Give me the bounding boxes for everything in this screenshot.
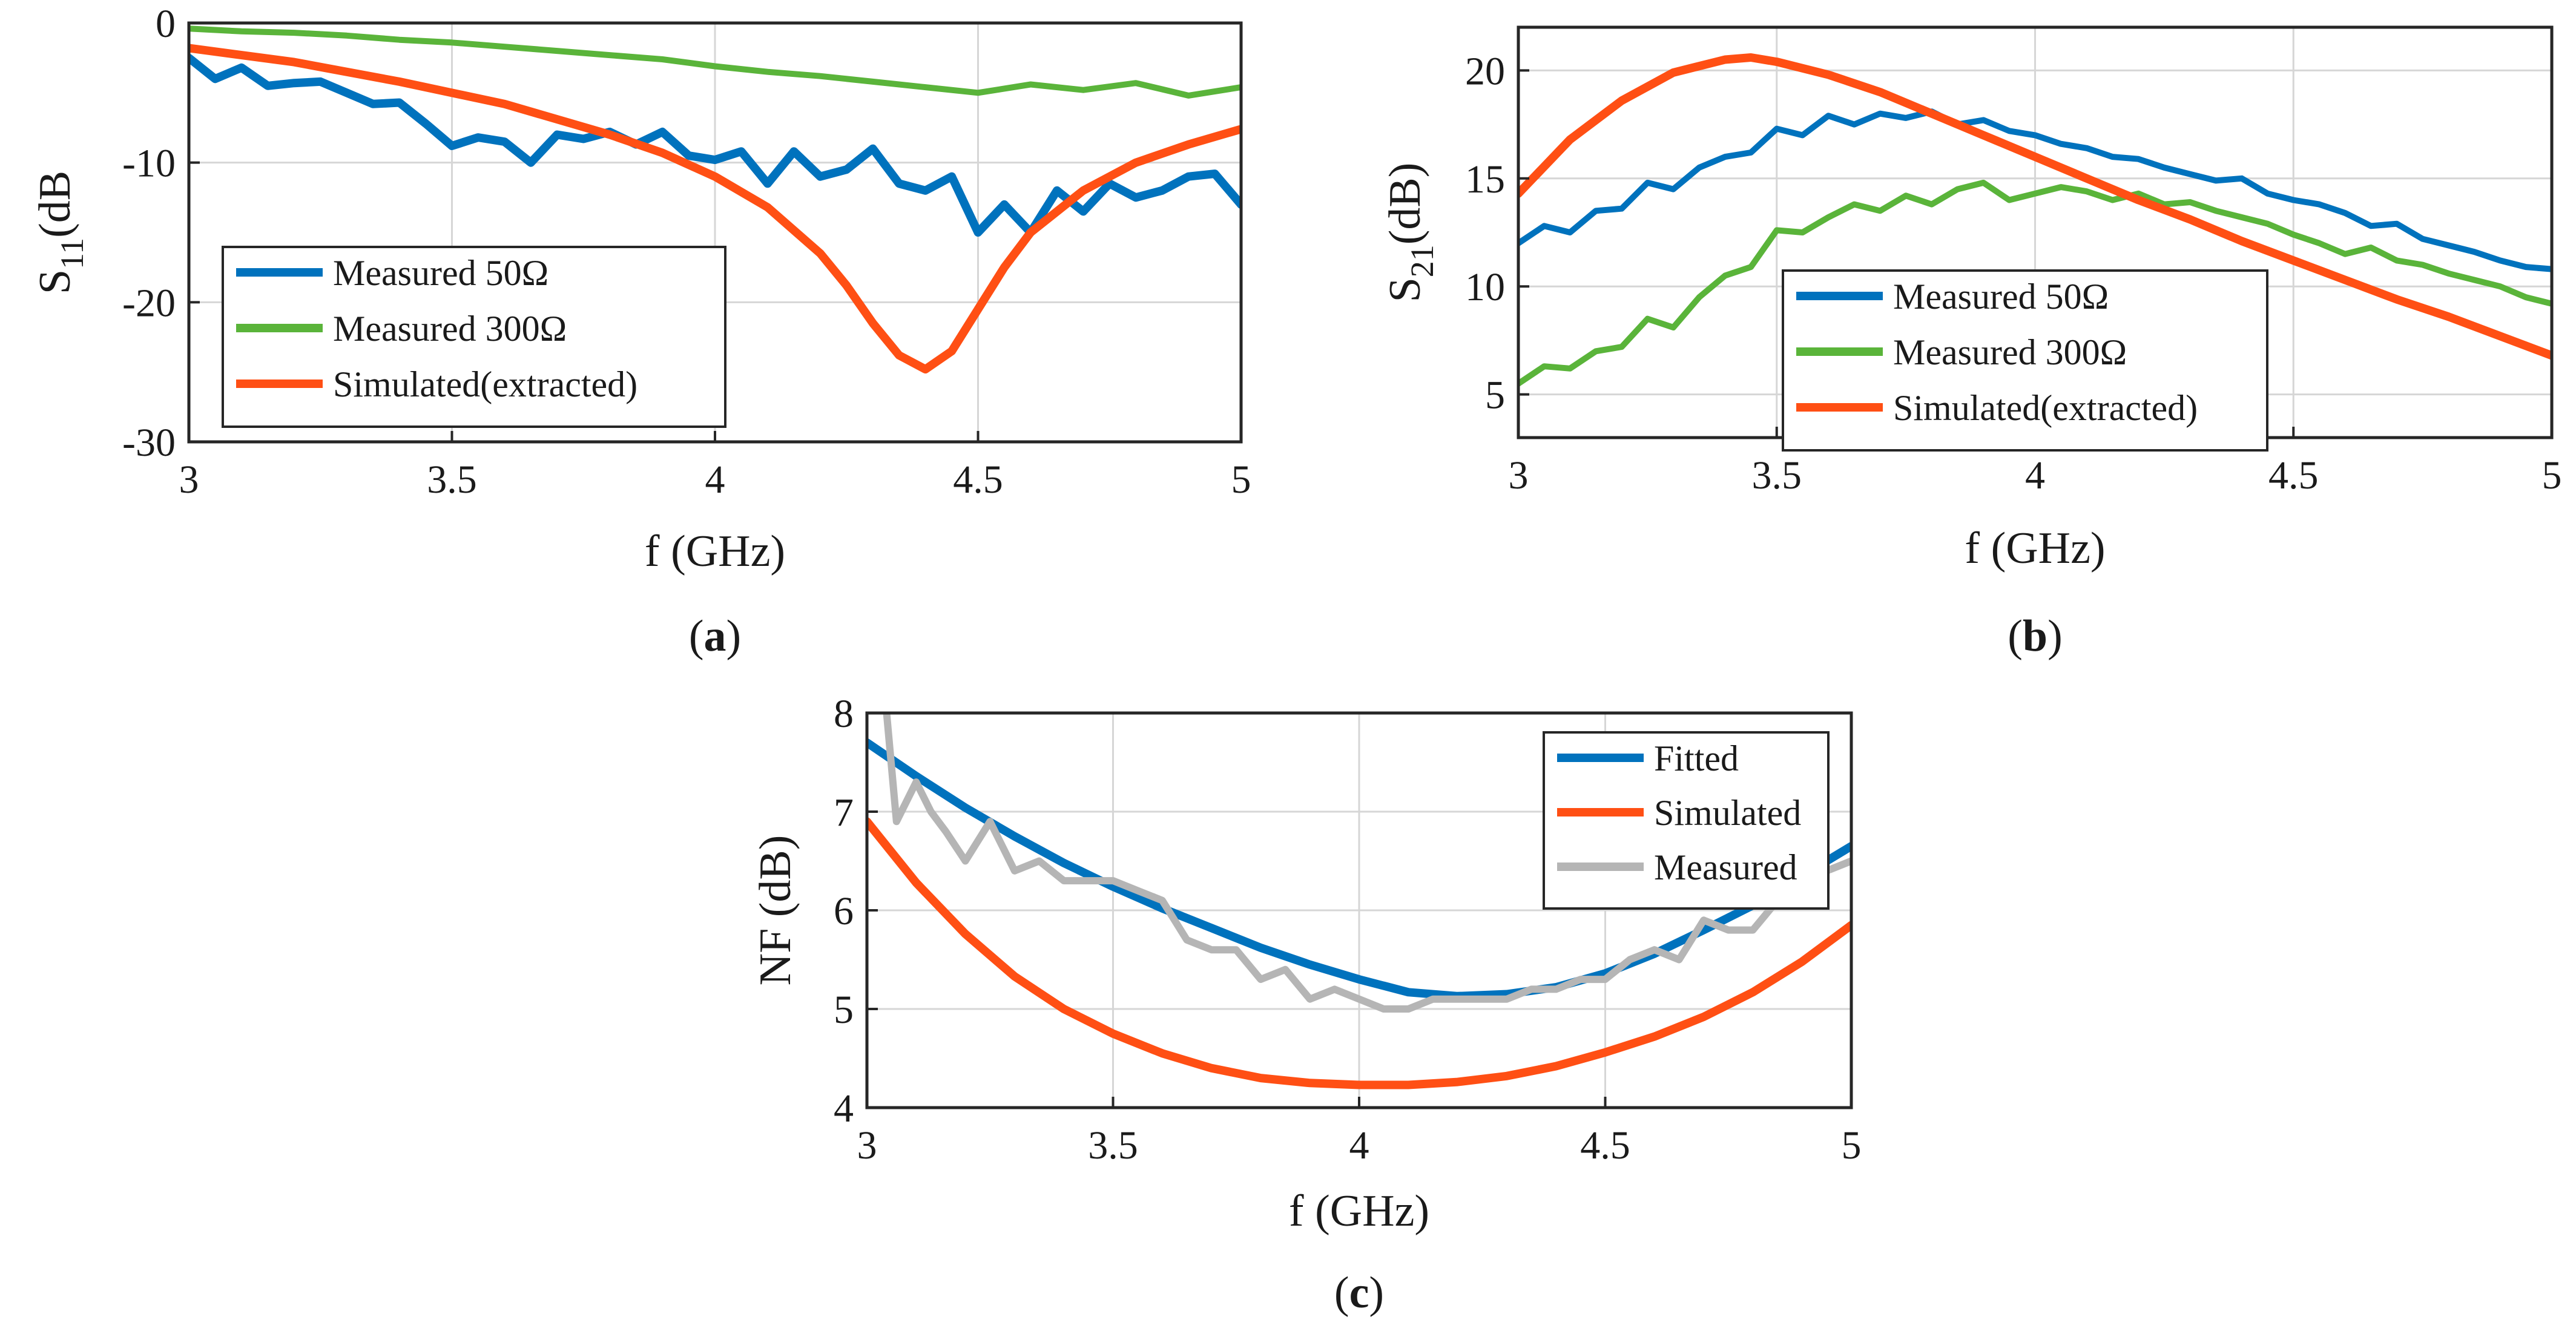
x-tick-label: 3.5 — [1088, 1123, 1138, 1168]
chart-panel-b: 3 3.5 4 4.5 5 5 10 15 20 f (GHz) S21(dB) (b) Measure… — [1380, 25, 2562, 661]
legend-label: Simulated(extracted) — [333, 364, 637, 404]
legend: Measured 50Ω Measured 300Ω Simulated(extra… — [222, 246, 726, 428]
x-tick-label: 4.5 — [953, 458, 1003, 502]
x-axis-label: f (GHz) — [645, 527, 785, 576]
y-tick-label: -20 — [122, 281, 176, 325]
y-tick-label: 6 — [834, 889, 854, 933]
legend-box — [1782, 269, 2268, 452]
legend-label: Measured — [1654, 847, 1797, 887]
y-tick-label: 4 — [834, 1086, 854, 1131]
legend-label: Fitted — [1654, 738, 1739, 778]
x-tick-label: 3 — [179, 458, 199, 502]
y-axis-label: S11(dB — [30, 171, 90, 294]
y-tick-label: 5 — [1485, 373, 1505, 418]
y-tick-label: 7 — [834, 790, 854, 835]
series-line-0 — [867, 738, 1851, 1000]
legend-label: Measured 50Ω — [333, 253, 548, 293]
chart-panel-c: 3 3.5 4 4.5 5 4 5 6 7 8 f (GHz) NF (dB) (c) Fitted Sim… — [751, 692, 1862, 1318]
legend-label: Simulated — [1654, 793, 1801, 833]
y-axis-label: NF (dB) — [751, 835, 800, 986]
y-tick-label: -10 — [122, 142, 176, 186]
series-line-0 — [1518, 108, 2552, 272]
legend-label: Measured 50Ω — [1893, 277, 2109, 317]
x-tick-label: 4 — [705, 458, 725, 502]
y-tick-label: 5 — [834, 988, 854, 1032]
legend-label: Measured 300Ω — [1893, 332, 2127, 372]
x-tick-label: 3 — [1509, 453, 1529, 498]
x-tick-label: 4.5 — [1580, 1123, 1630, 1168]
series-line-2 — [1518, 53, 2552, 360]
x-tick-label: 3 — [857, 1123, 877, 1168]
series-line-1 — [189, 25, 1241, 99]
panel-caption: (a) — [689, 611, 741, 661]
chart-panel-a: 3 3.5 4 4.5 5 -30 -20 -10 0 f (GHz) S11(dB (a) Measu… — [30, 2, 1251, 661]
panel-caption: (c) — [1334, 1268, 1384, 1318]
x-tick-label: 4 — [1349, 1123, 1369, 1168]
y-tick-label: -30 — [122, 421, 176, 465]
x-tick-label: 4.5 — [2268, 453, 2319, 498]
series-line-2 — [189, 44, 1241, 374]
y-tick-label: 20 — [1465, 49, 1505, 93]
legend-label: Measured 300Ω — [333, 309, 567, 349]
x-tick-label: 3.5 — [1752, 453, 1802, 498]
y-tick-label: 8 — [834, 692, 854, 736]
x-tick-label: 5 — [1231, 458, 1251, 502]
legend-label: Simulated(extracted) — [1893, 388, 2198, 428]
series-line-1 — [1518, 179, 2552, 387]
y-tick-label: 15 — [1465, 157, 1505, 202]
series-line-1 — [867, 817, 1851, 1089]
legend: Measured 50Ω Measured 300Ω Simulated(extra… — [1782, 269, 2268, 452]
series-line-0 — [189, 53, 1241, 237]
x-tick-label: 4 — [2025, 453, 2045, 498]
x-axis-label: f (GHz) — [1289, 1186, 1429, 1236]
legend-box — [222, 246, 726, 428]
y-tick-label: 0 — [156, 2, 176, 46]
series-line-2 — [883, 713, 1851, 1013]
x-tick-label: 5 — [2542, 453, 2562, 498]
panel-caption: (b) — [2008, 611, 2062, 661]
legend: Fitted Simulated Measured — [1543, 731, 1830, 910]
x-axis-label: f (GHz) — [1965, 524, 2105, 573]
y-axis-label: S21(dB) — [1380, 163, 1440, 303]
x-tick-label: 5 — [1842, 1123, 1862, 1168]
y-tick-label: 10 — [1465, 265, 1505, 309]
x-tick-label: 3.5 — [427, 458, 477, 502]
